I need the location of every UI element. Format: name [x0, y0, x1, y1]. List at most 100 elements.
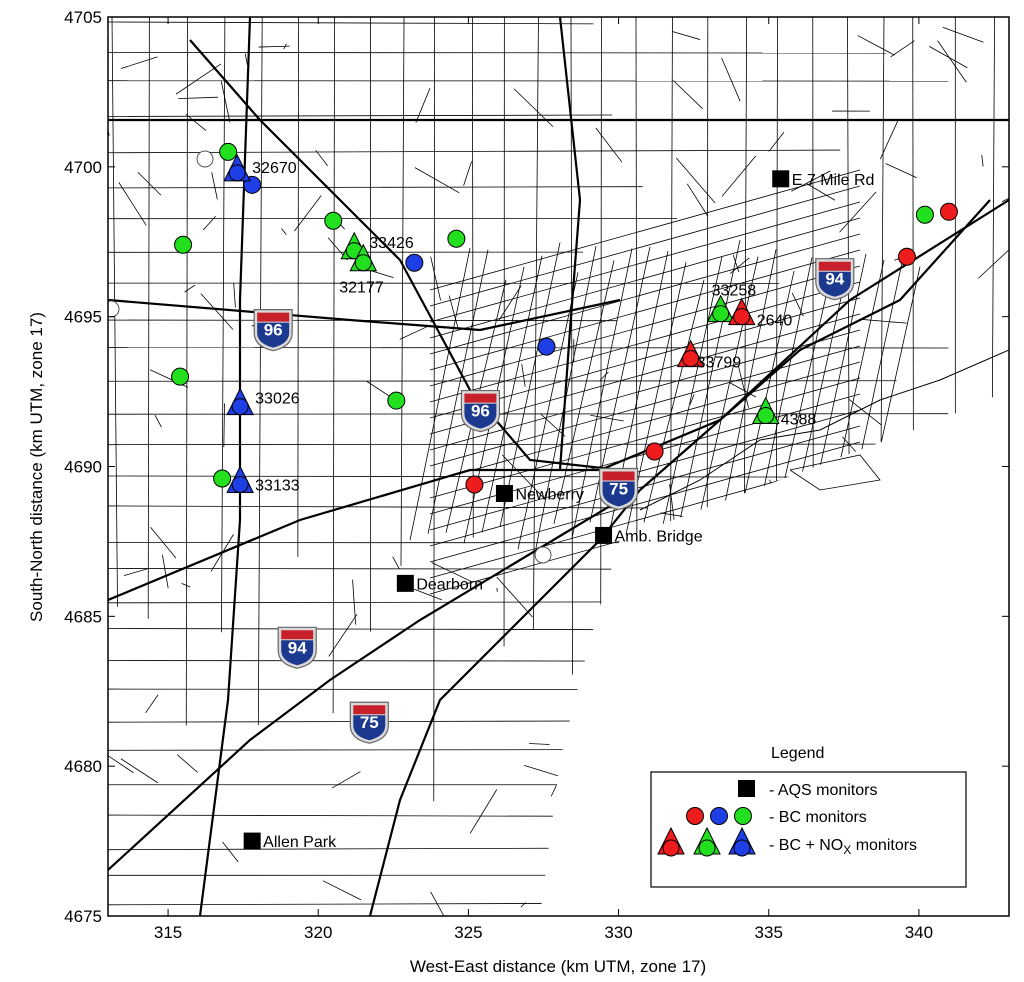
legend-blue-circle: [710, 807, 728, 825]
street-minor: [929, 45, 968, 69]
bc-nox-monitor-circle: [231, 475, 249, 493]
shield-red-band: [281, 630, 314, 640]
freeway: [108, 298, 621, 332]
street-minor: [721, 57, 741, 102]
street-ew: [108, 114, 613, 117]
street-minor: [120, 56, 158, 69]
street-minor: [430, 891, 445, 916]
street-minor: [294, 195, 322, 232]
street-minor: [392, 556, 400, 570]
legend-blue-triangle-circle: [733, 839, 751, 857]
street-minor: [202, 215, 216, 231]
legend-green-circle: [734, 807, 752, 825]
street-minor: [118, 182, 147, 226]
aqs-monitor-label: E 7 Mile Rd: [792, 172, 875, 189]
street-minor: [108, 755, 134, 774]
interstate-shield-icon: 75: [598, 467, 639, 511]
street-minor: [521, 364, 526, 387]
shield-blue-body: [602, 481, 635, 507]
x-tick-label: 330: [604, 923, 632, 942]
shield-number: 75: [609, 479, 628, 498]
bc-monitor-circle: [405, 253, 424, 272]
street-minor: [729, 257, 750, 274]
street-minor: [200, 293, 234, 330]
shield-number: 94: [825, 270, 844, 289]
street-minor: [178, 96, 219, 100]
street-downtown: [429, 345, 861, 467]
shoreline: [639, 349, 1009, 511]
legend: Legend - AQS monitors - BC monitors - BC…: [650, 745, 967, 888]
street-minor: [176, 754, 198, 773]
street-ew: [108, 149, 841, 154]
bc-monitor-circle: [174, 235, 193, 254]
street-minor: [791, 170, 831, 192]
bc-monitor-circle: [387, 391, 406, 410]
street-minor: [590, 414, 624, 422]
bc-nox-monitor-circle: [733, 308, 751, 326]
bc-monitor-circle: [324, 211, 343, 230]
interstate-shield-layer: 96 96 75 94 94 75: [253, 258, 855, 744]
street-minor: [540, 413, 566, 437]
bc-monitor-circle: [939, 202, 958, 221]
shield-red-band: [353, 705, 386, 715]
street-minor: [366, 381, 392, 398]
bc-nox-monitor-circle: [712, 305, 730, 323]
y-tick-label: 4690: [64, 458, 102, 477]
street-downtown: [429, 409, 861, 531]
site-id-label: 4388: [781, 412, 817, 429]
street-minor: [258, 45, 290, 48]
bc-nox-monitor-circle: [228, 164, 246, 182]
street-minor: [332, 771, 361, 789]
street-minor: [244, 53, 248, 65]
street-downtown: [429, 169, 861, 291]
y-tick-label: 4675: [64, 907, 102, 926]
street-minor: [145, 694, 159, 714]
street-minor: [223, 403, 225, 448]
street-minor: [529, 743, 550, 745]
legend-title: Legend: [771, 745, 824, 762]
y-axis-label: South-North distance (km UTM, zone 17): [27, 312, 46, 622]
street-minor: [415, 88, 431, 123]
island-road: [789, 454, 881, 491]
bc-monitor-circle: [645, 442, 664, 461]
street-downtown: [429, 249, 861, 371]
interstate-shield-icon: 75: [349, 701, 389, 744]
y-tick-label: 4680: [64, 757, 102, 776]
street-downtown: [429, 313, 861, 435]
street-minor: [498, 285, 522, 321]
site-id-label: 33426: [369, 235, 414, 252]
street-minor: [181, 582, 191, 588]
street-minor: [185, 113, 207, 131]
street-downtown: [409, 248, 471, 541]
shield-red-band: [257, 312, 290, 322]
street-minor: [978, 249, 1009, 279]
aqs-monitor-square: [595, 526, 613, 544]
site-id-label: 32177: [339, 280, 384, 297]
aqs-monitor-square: [243, 832, 261, 850]
x-tick-label: 340: [905, 923, 933, 942]
hollow-markers: [108, 150, 552, 564]
street-downtown: [429, 185, 861, 307]
bc-monitor-circle: [897, 247, 916, 266]
shield-number: 75: [360, 713, 379, 732]
street-minor: [862, 319, 907, 324]
x-axis-label: West-East distance (km UTM, zone 17): [410, 957, 706, 976]
aqs-monitor-square: [772, 170, 790, 188]
street-downtown: [429, 201, 861, 323]
y-tick-label: 4700: [64, 158, 102, 177]
freeway: [558, 17, 582, 471]
aqs-monitor-label: Newberry: [515, 486, 583, 503]
bc-monitor-circle: [465, 475, 484, 494]
street-minor: [431, 562, 473, 583]
site-id-label: 32670: [252, 160, 297, 177]
street-minor: [806, 183, 836, 201]
street-minor: [150, 527, 177, 559]
aqs-monitor-label: Allen Park: [263, 834, 337, 851]
hollow-site-marker: [108, 300, 120, 318]
bc-nox-monitor-circle: [231, 398, 249, 416]
legend-green-triangle-circle: [698, 839, 716, 857]
shield-red-band: [602, 471, 635, 481]
shield-number: 96: [471, 402, 490, 421]
interstate-shield-icon: 94: [277, 626, 317, 669]
